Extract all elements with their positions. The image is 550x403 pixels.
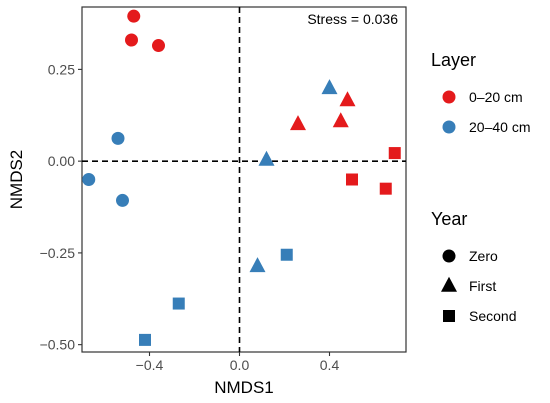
data-point — [280, 248, 293, 261]
data-point — [82, 173, 96, 186]
reference-lines — [82, 7, 406, 352]
legend-label: Zero — [469, 248, 498, 264]
data-point — [346, 173, 358, 186]
legend-title: Layer — [431, 50, 476, 70]
data-point — [290, 115, 306, 131]
data-point — [127, 9, 141, 23]
legend-label: 20–40 cm — [469, 119, 530, 135]
plot-panel — [81, 6, 407, 353]
y-tick-label: −0.25 — [40, 245, 76, 261]
legend-group-layer: Layer 0–20 cm 20–40 cm — [431, 50, 530, 135]
stress-annotation: Stress = 0.036 — [307, 11, 398, 27]
data-point — [111, 131, 125, 145]
legend-title: Year — [431, 209, 467, 229]
data-point — [249, 257, 266, 273]
x-axis-title: NMDS1 — [214, 378, 274, 397]
data-point — [321, 79, 338, 95]
plot-border — [81, 6, 407, 353]
legend-key — [441, 276, 457, 292]
y-axis-title: NMDS2 — [7, 150, 26, 210]
x-tick-label: 0.4 — [320, 357, 340, 373]
data-point — [152, 39, 165, 53]
data-point — [332, 112, 349, 128]
legend-group-year: Year Zero First Second — [431, 209, 516, 324]
data-point — [139, 333, 151, 346]
y-tick-label: 0.25 — [48, 61, 75, 77]
data-point — [125, 33, 138, 47]
legend-label: 0–20 cm — [469, 89, 523, 105]
axes: −0.4 0.0 0.4 −0.50 −0.25 0.00 0.25 — [40, 61, 340, 373]
data-point — [258, 150, 275, 166]
legend-label: Second — [469, 308, 516, 324]
data-point — [379, 182, 392, 195]
legend: Layer 0–20 cm 20–40 cm Year Zero First Second — [431, 50, 530, 324]
legend-key — [442, 249, 456, 263]
legend-key — [442, 90, 456, 104]
legend-key — [443, 310, 455, 322]
x-tick-label: 0.0 — [230, 357, 250, 373]
data-point — [172, 297, 185, 310]
data-point — [388, 147, 401, 160]
data-points — [82, 9, 401, 346]
data-point — [116, 193, 129, 207]
legend-key — [442, 120, 456, 134]
data-point — [339, 91, 356, 107]
y-tick-label: 0.00 — [48, 153, 75, 169]
y-tick-label: −0.50 — [40, 337, 76, 353]
legend-label: First — [469, 278, 496, 294]
x-tick-label: −0.4 — [136, 357, 164, 373]
